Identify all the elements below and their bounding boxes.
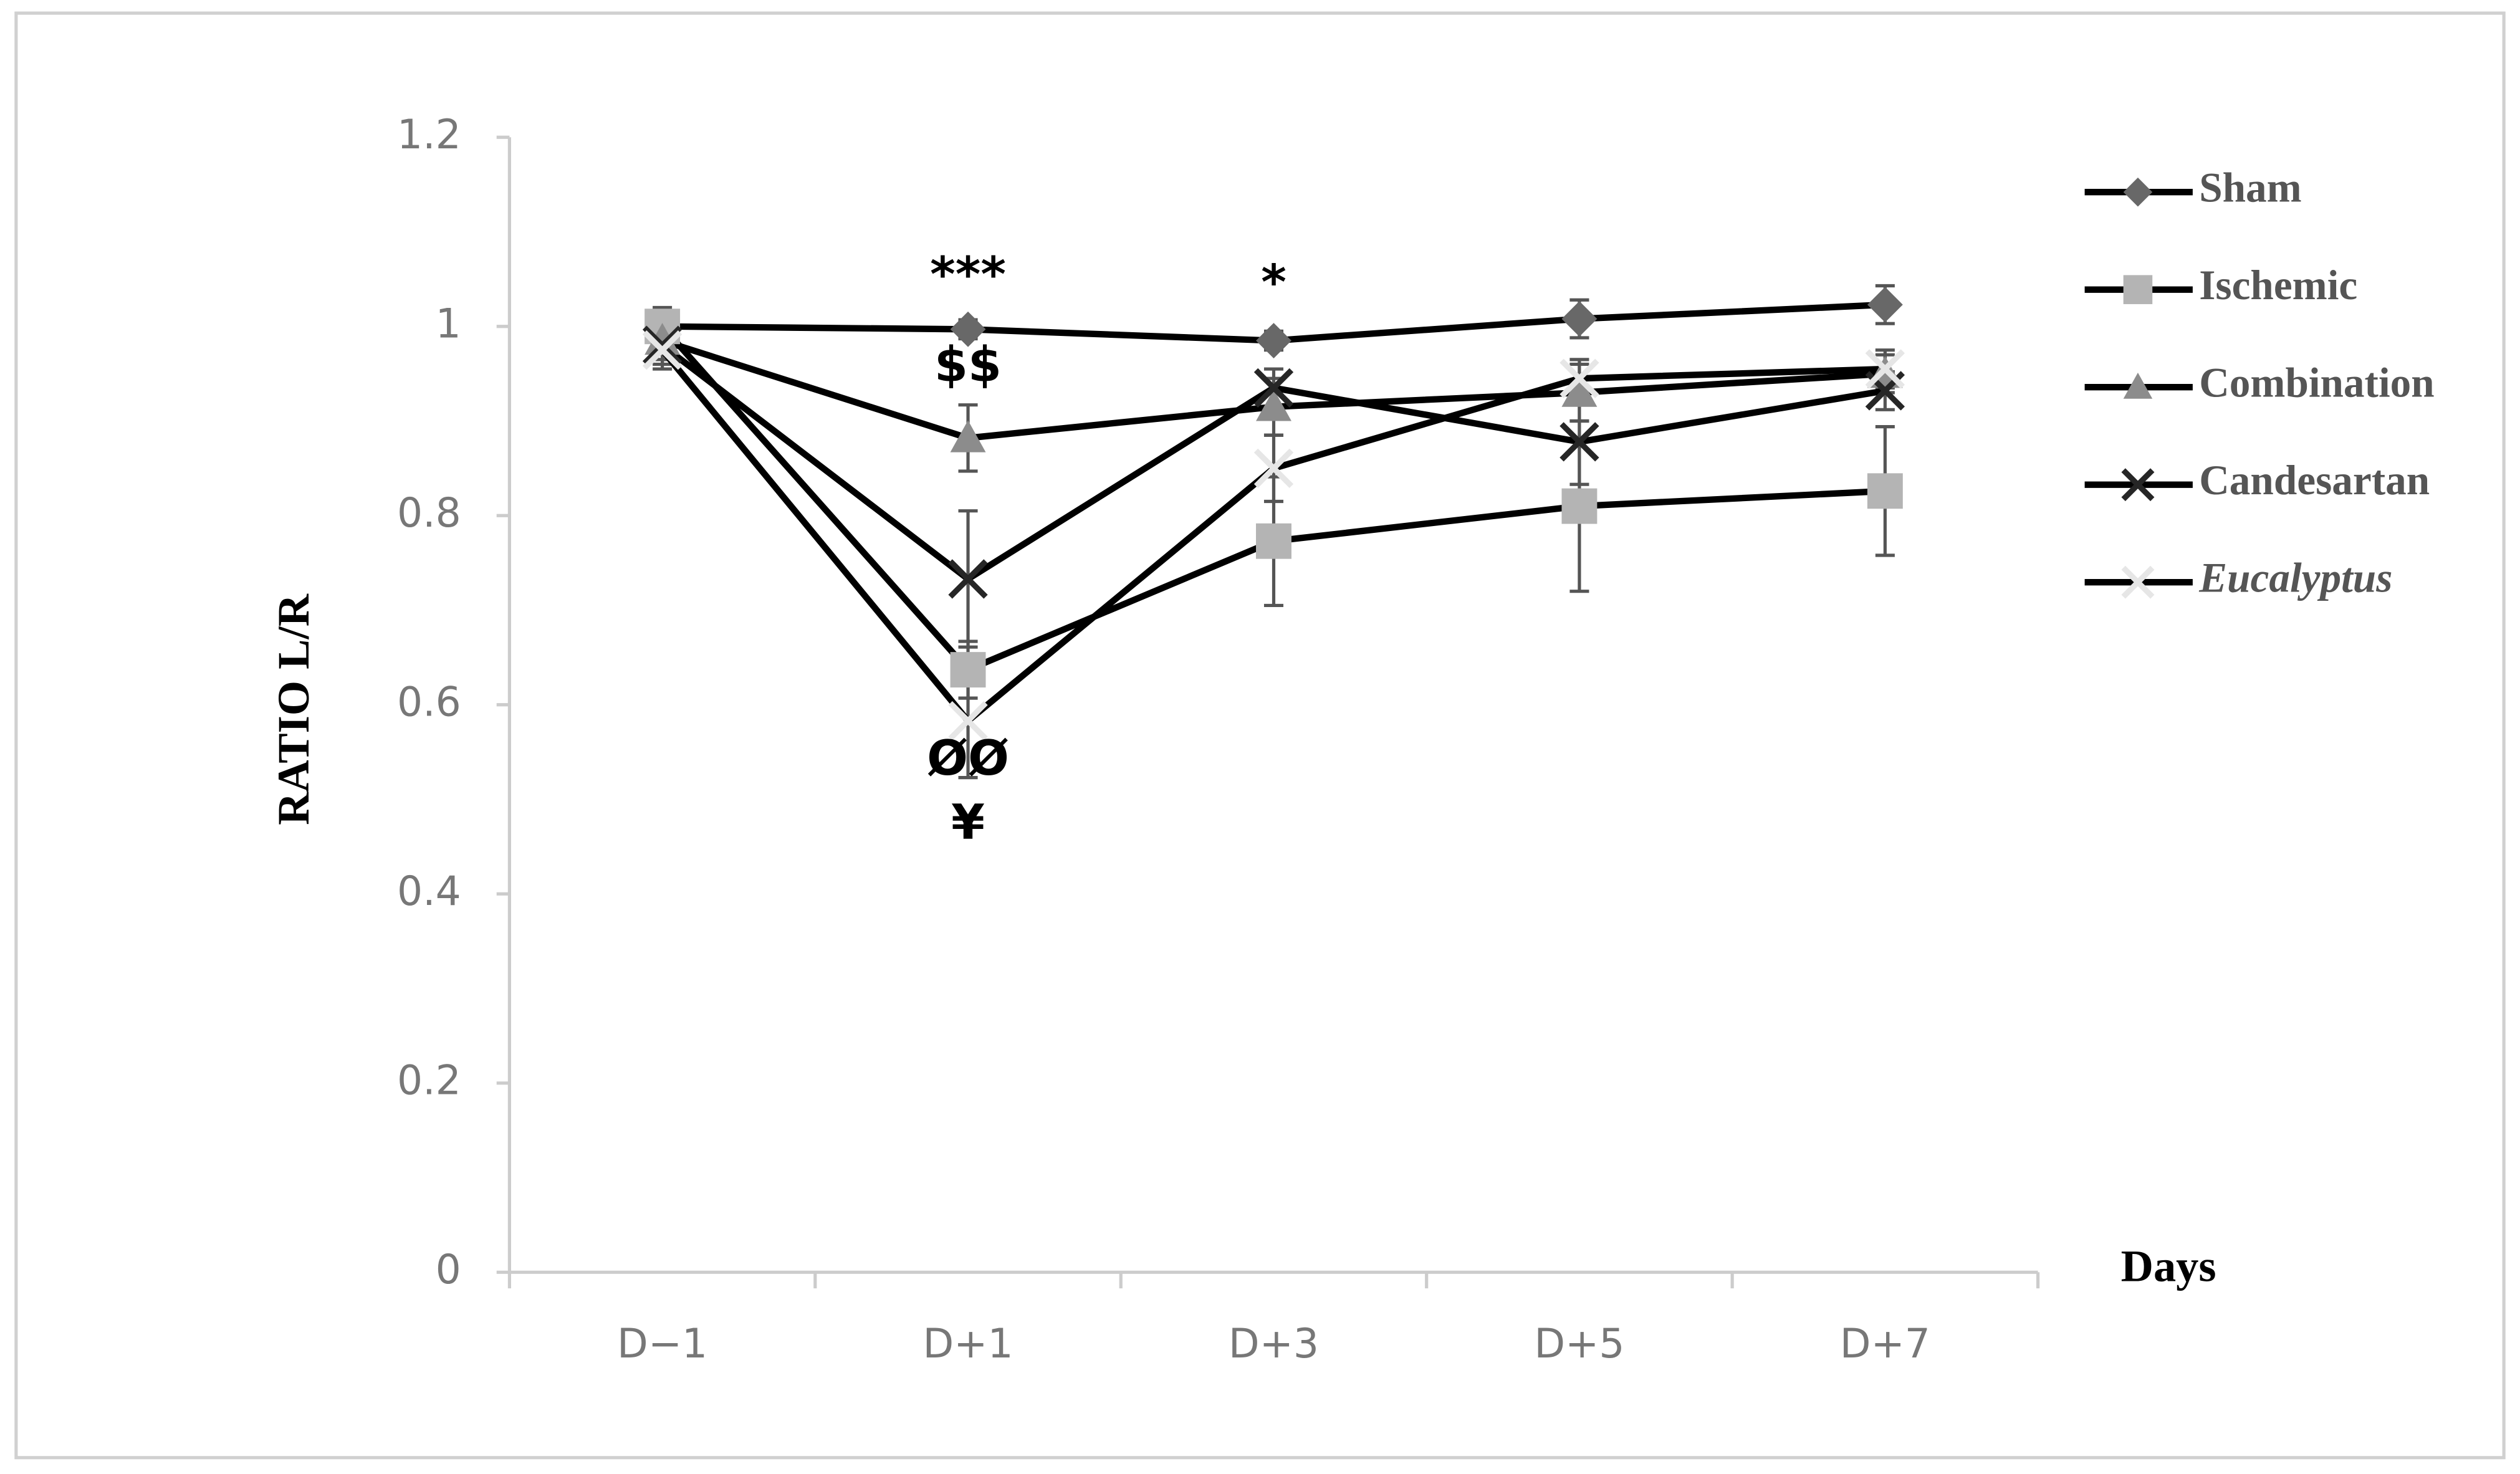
annotation: ¥: [951, 795, 985, 851]
y-tick-label: 0.2: [397, 1057, 461, 1104]
data-point: [1867, 473, 1903, 509]
legend-label: Sham: [2199, 165, 2301, 211]
x-tick-label: D+1: [922, 1321, 1013, 1367]
data-point: [948, 701, 988, 741]
data-point: [1561, 375, 1598, 407]
data-point: [644, 323, 681, 355]
legend-label: Combination: [2199, 360, 2434, 406]
annotation: ØØ: [927, 730, 1009, 787]
x-tick-label: D+3: [1229, 1321, 1319, 1367]
data-point: [948, 559, 988, 599]
y-tick-label: 1.2: [397, 112, 461, 158]
y-tick-label: 0.8: [397, 490, 461, 537]
x-tick-label: D−1: [617, 1321, 707, 1367]
legend-label: Ischemic: [2199, 262, 2357, 309]
data-point: [1256, 389, 1291, 421]
x-axis-label: Days: [2121, 1240, 2216, 1291]
data-point: [1561, 488, 1598, 524]
y-axis-label: RATIO L/R: [268, 593, 319, 825]
legend-marker: [2121, 565, 2155, 599]
y-tick-label: 0.4: [397, 868, 461, 915]
annotation: $$: [934, 337, 1002, 393]
legend-marker: [2121, 468, 2155, 502]
data-point: [1256, 523, 1291, 559]
data-point: [1867, 287, 1903, 323]
annotation: ***: [930, 247, 1006, 303]
legend-label: Eucalyptus: [2198, 555, 2392, 601]
data-point: [1256, 323, 1291, 358]
legend-marker: [2123, 177, 2153, 207]
data-point: [950, 311, 986, 347]
data-point: [950, 652, 986, 688]
data-point: [1253, 368, 1294, 408]
legend-marker: [2123, 275, 2153, 304]
data-point: [1865, 349, 1905, 389]
data-point: [1559, 422, 1599, 462]
y-tick-label: 1: [436, 300, 461, 347]
data-point: [1559, 358, 1599, 398]
chart-frame: [14, 11, 2506, 1460]
x-tick-label: D+5: [1534, 1321, 1624, 1367]
data-point: [1253, 448, 1294, 489]
y-tick-label: 0.6: [397, 679, 461, 725]
legend-marker: [2123, 372, 2153, 399]
annotation: *: [1261, 255, 1286, 311]
data-point: [950, 420, 986, 452]
x-tick-label: D+7: [1840, 1321, 1930, 1367]
data-point: [1561, 301, 1598, 337]
data-point: [642, 325, 683, 365]
legend-label: Candesartan: [2199, 457, 2430, 504]
data-point: [642, 330, 683, 370]
y-tick-label: 0: [436, 1247, 461, 1293]
